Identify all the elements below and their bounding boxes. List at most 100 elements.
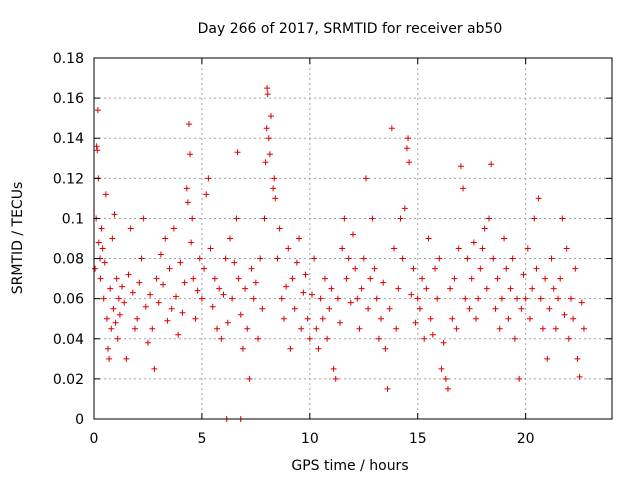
data-point (155, 299, 162, 306)
data-point (559, 215, 566, 222)
data-point (259, 305, 266, 312)
data-point (119, 283, 126, 290)
x-tick-label: 20 (517, 431, 535, 447)
data-point (522, 295, 529, 302)
data-point (92, 265, 99, 272)
data-point (142, 303, 149, 310)
data-point (457, 163, 464, 170)
data-point (266, 151, 273, 158)
data-point (160, 281, 167, 288)
data-point (350, 231, 356, 238)
data-point (270, 185, 277, 192)
data-point (125, 271, 132, 278)
data-point (95, 239, 102, 246)
data-point (509, 255, 516, 262)
data-point (514, 295, 521, 302)
data-point (229, 295, 236, 302)
data-point (190, 275, 197, 282)
data-point (302, 271, 309, 278)
data-point (179, 309, 186, 316)
data-point (94, 147, 101, 154)
data-point (252, 279, 259, 286)
data-point (317, 295, 324, 302)
data-point (209, 303, 216, 310)
data-point (453, 325, 460, 332)
data-point (102, 191, 109, 198)
data-point (220, 291, 227, 298)
data-point (436, 255, 443, 262)
data-point (406, 159, 413, 166)
x-tick-label: 0 (90, 431, 99, 447)
data-point (354, 295, 361, 302)
data-point (343, 275, 350, 282)
data-point (300, 289, 307, 296)
data-point (475, 295, 482, 302)
data-point (127, 225, 134, 232)
data-point (242, 285, 249, 292)
data-point (473, 315, 480, 322)
data-point (444, 385, 451, 392)
data-point (557, 275, 564, 282)
data-point (108, 325, 115, 332)
data-point (101, 259, 108, 266)
data-point (548, 255, 555, 262)
data-point (231, 259, 238, 266)
y-tick-label: 0.04 (53, 332, 84, 348)
data-point (498, 295, 505, 302)
data-point (419, 275, 426, 282)
data-point (408, 291, 415, 298)
data-point (271, 175, 278, 182)
data-point (224, 319, 231, 326)
data-point (388, 125, 395, 132)
data-point (144, 339, 151, 346)
data-point (121, 299, 128, 306)
data-point (544, 355, 551, 362)
data-point (203, 191, 210, 198)
data-point (216, 285, 223, 292)
x-tick-label: 5 (197, 431, 206, 447)
y-tick-label: 0.02 (53, 372, 84, 388)
data-point (222, 255, 229, 262)
data-point (362, 175, 369, 182)
data-point (332, 375, 339, 382)
data-point (187, 151, 194, 158)
data-point (576, 373, 583, 380)
x-tick-label: 10 (301, 431, 319, 447)
data-point (574, 355, 581, 362)
data-point (412, 319, 419, 326)
data-point (555, 295, 562, 302)
data-point (578, 299, 585, 306)
data-point (194, 287, 201, 294)
data-point (233, 215, 240, 222)
data-point (153, 275, 160, 282)
data-point (494, 275, 501, 282)
data-point (198, 295, 205, 302)
data-point (100, 295, 107, 302)
data-point (261, 215, 268, 222)
data-point (334, 295, 341, 302)
data-point (479, 245, 486, 252)
chart-title: Day 266 of 2017, SRMTID for receiver ab5… (198, 21, 503, 37)
data-point (149, 325, 156, 332)
data-point (184, 199, 191, 206)
data-point (533, 265, 540, 272)
data-point (535, 195, 542, 202)
axes: 0 0.02 0.04 0.06 0.08 0.1 0.12 0.14 0.16 0.18 0 5 10… (53, 51, 612, 447)
data-point (123, 355, 130, 362)
data-point (244, 325, 251, 332)
y-tick-label: 0.1 (62, 211, 84, 227)
data-point (189, 215, 196, 222)
data-point (129, 289, 136, 296)
y-tick-label: 0 (75, 412, 84, 428)
data-point (196, 255, 203, 262)
data-point (552, 325, 559, 332)
y-tick-label: 0.08 (53, 252, 84, 268)
data-point (507, 285, 514, 292)
data-point (237, 311, 244, 318)
data-point (188, 239, 195, 246)
data-point (468, 275, 475, 282)
data-point (274, 255, 281, 262)
data-point (272, 195, 279, 202)
data-point (94, 107, 101, 114)
